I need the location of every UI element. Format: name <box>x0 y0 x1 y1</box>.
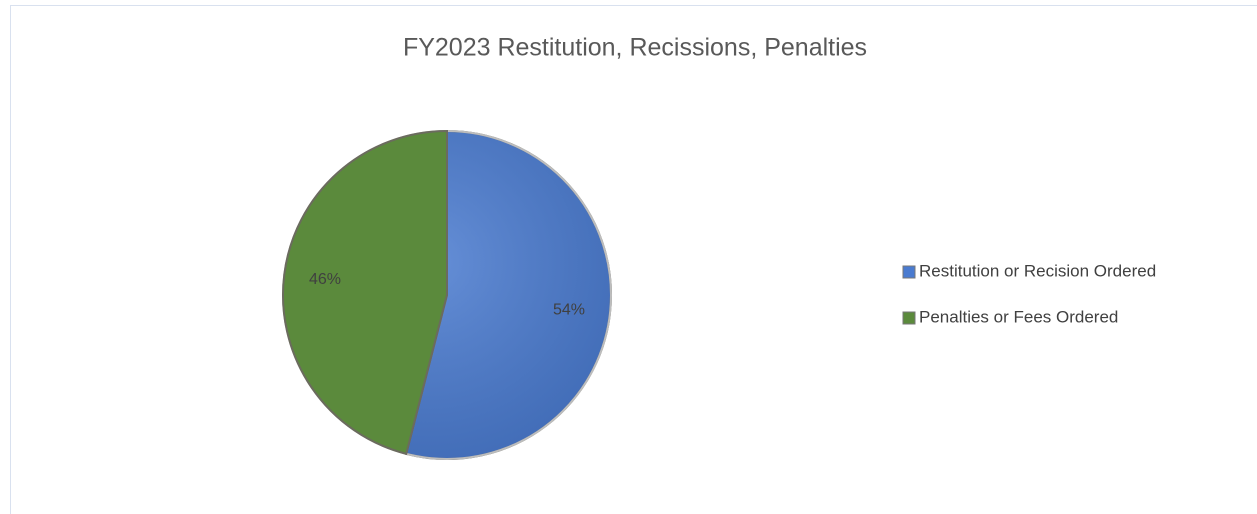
pie-slice <box>282 129 448 456</box>
chart-title: FY2023 Restitution, Recissions, Penaltie… <box>403 34 867 62</box>
legend-swatch <box>902 265 916 279</box>
legend-swatch <box>902 311 916 325</box>
legend-label: Penalties or Fees Ordered <box>919 307 1118 326</box>
chart-border <box>10 5 1257 514</box>
legend-label: Restitution or Recision Ordered <box>919 261 1156 280</box>
data-label: 46% <box>309 271 341 288</box>
data-label: 54% <box>553 302 585 319</box>
